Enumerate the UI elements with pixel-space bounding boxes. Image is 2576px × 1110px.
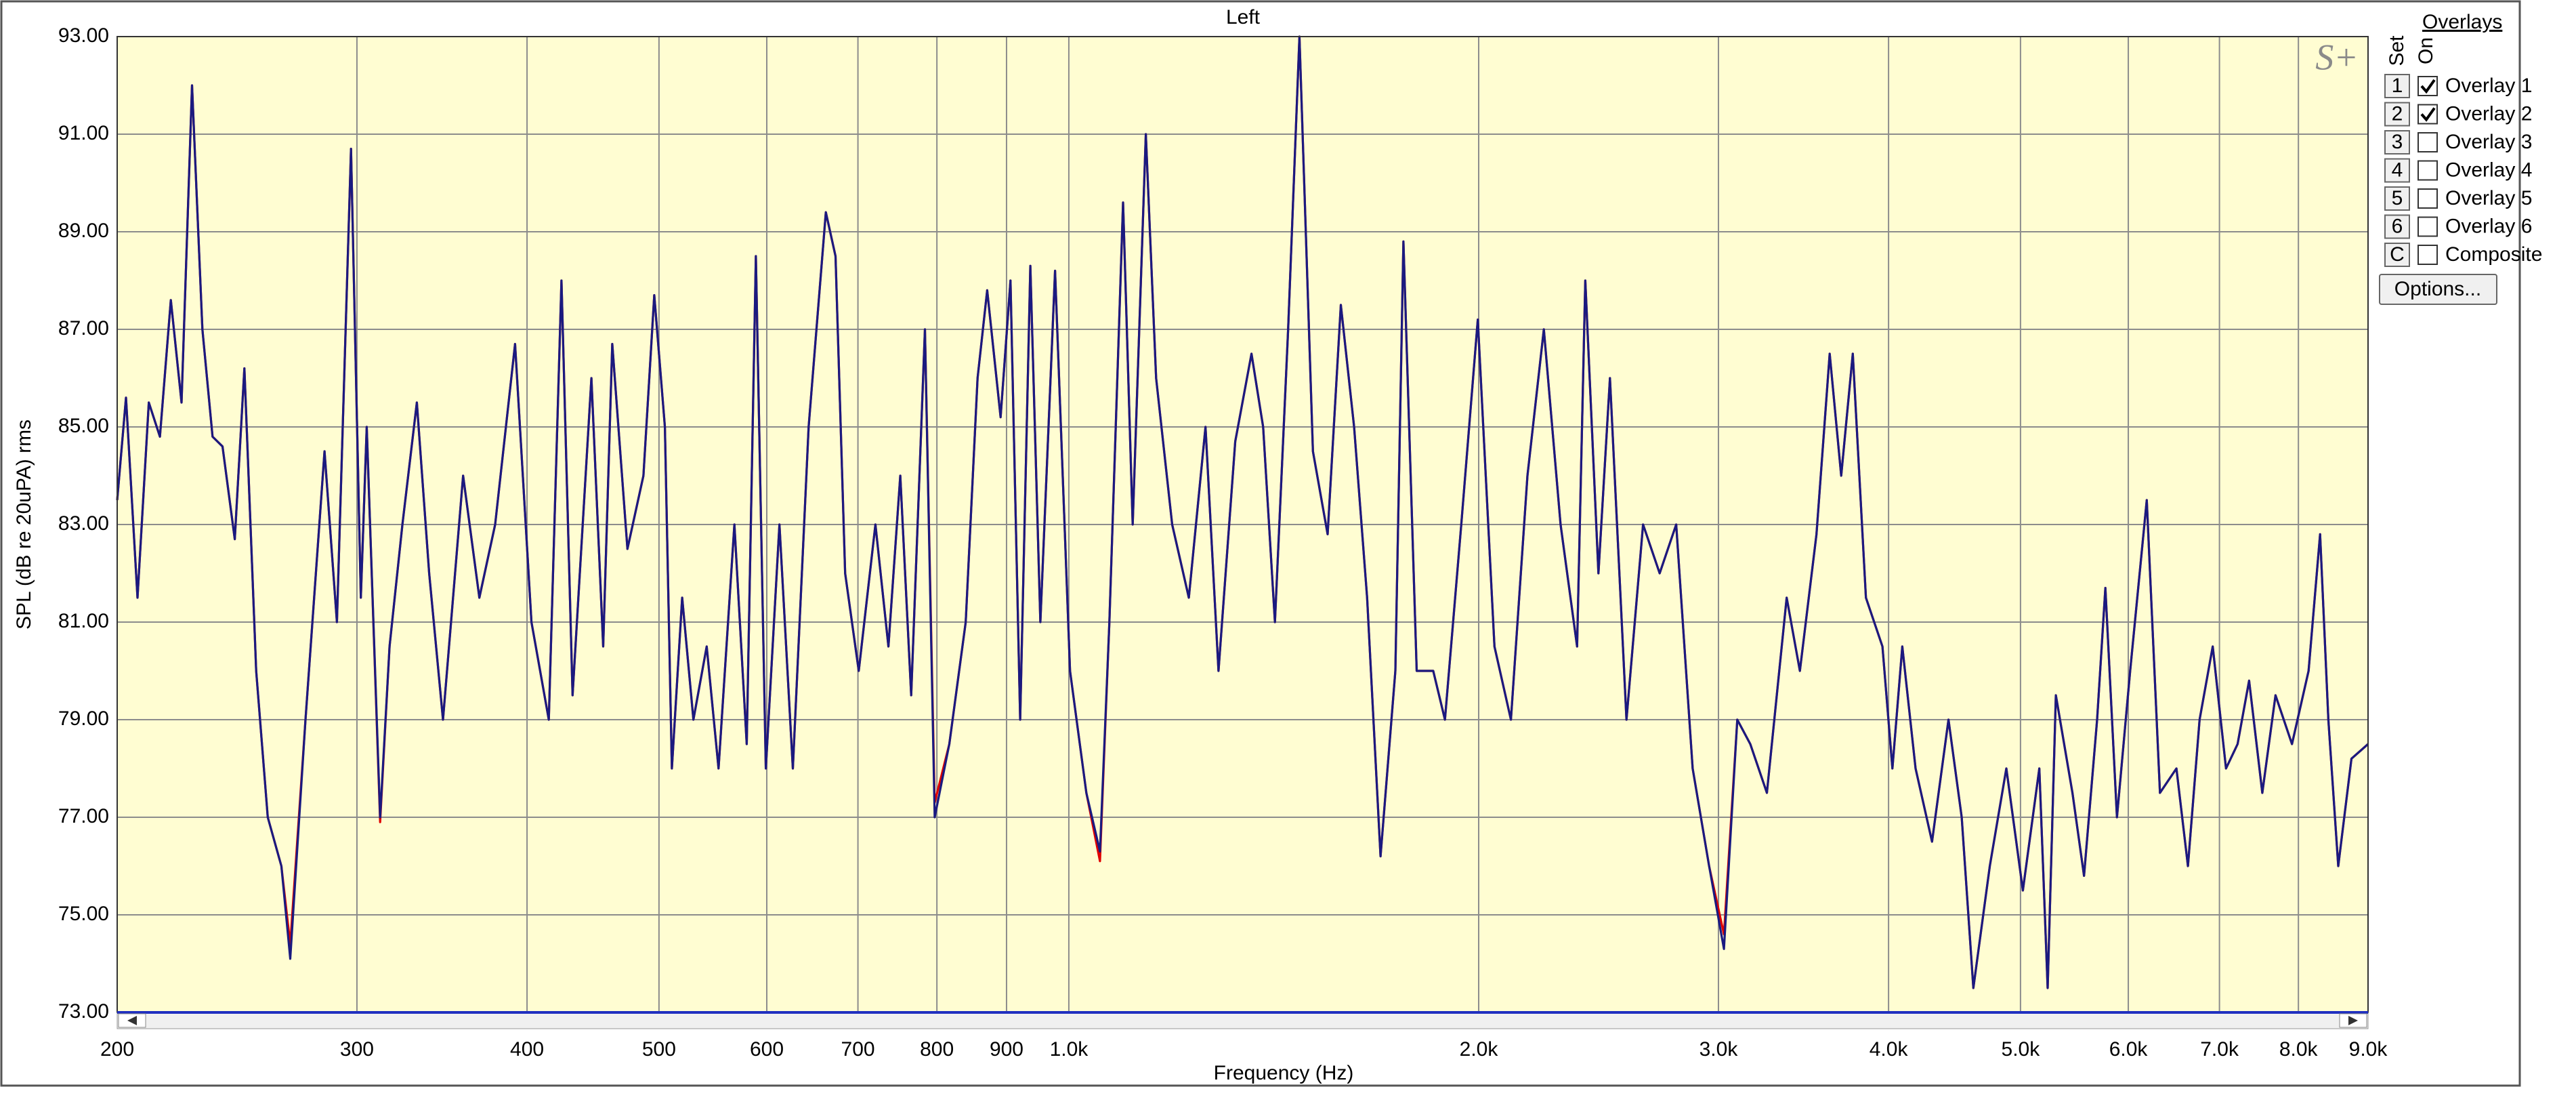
x-axis-label: Frequency (Hz): [1214, 1062, 1354, 1084]
overlay-label: Composite: [2445, 243, 2542, 266]
x-tick-label: 2.0k: [1460, 1038, 1499, 1061]
y-tick-label: 85.00: [58, 415, 109, 437]
logo: S+: [2315, 37, 2358, 77]
scroll-left-arrow: [127, 1016, 137, 1025]
overlay-label: Overlay 4: [2445, 159, 2532, 181]
y-tick-label: 83.00: [58, 512, 109, 535]
y-tick-label: 91.00: [58, 122, 109, 144]
set-button-label: 3: [2392, 131, 2403, 153]
overlay-label: Overlay 6: [2445, 215, 2532, 237]
overlay-label: Overlay 5: [2445, 187, 2532, 209]
set-button[interactable]: [2384, 214, 2410, 239]
y-tick-label: 75.00: [58, 903, 109, 925]
on-column-label: On: [2415, 37, 2437, 64]
overlay-label: Overlay 3: [2445, 131, 2532, 153]
set-button-label: C: [2390, 243, 2405, 266]
x-tick-label: 300: [340, 1038, 374, 1061]
set-column-label: Set: [2386, 35, 2408, 66]
set-button-label: 1: [2392, 75, 2403, 97]
y-tick-label: 73.00: [58, 1000, 109, 1023]
checkbox[interactable]: [2417, 76, 2438, 96]
x-tick-label: 200: [100, 1038, 134, 1061]
x-tick-label: 600: [750, 1038, 784, 1061]
set-button-label: 5: [2392, 187, 2403, 209]
scroll-right-arrow: [2348, 1016, 2358, 1025]
checkbox[interactable]: [2417, 104, 2438, 125]
x-tick-label: 8.0k: [2279, 1038, 2319, 1061]
x-tick-label: 3.0k: [1699, 1038, 1739, 1061]
x-tick-label: 900: [990, 1038, 1023, 1061]
x-tick-label: 800: [920, 1038, 954, 1061]
overlay-label: Overlay 2: [2445, 102, 2532, 125]
check-mark: [2420, 107, 2436, 122]
set-button-label: 6: [2392, 215, 2403, 237]
set-button[interactable]: [2384, 102, 2410, 127]
check-mark: [2420, 79, 2436, 94]
set-button[interactable]: [2384, 186, 2410, 211]
x-tick-label: 7.0k: [2200, 1038, 2239, 1061]
checkbox[interactable]: [2417, 132, 2438, 152]
set-button[interactable]: [2384, 158, 2410, 183]
y-axis-label: SPL (dB re 20uPA) rms: [13, 419, 35, 630]
checkbox[interactable]: [2417, 216, 2438, 237]
x-tick-label: 400: [510, 1038, 544, 1061]
set-button[interactable]: [2384, 243, 2410, 267]
options-button-label: Options...: [2394, 278, 2481, 300]
set-button-label: 4: [2392, 159, 2403, 181]
x-tick-label: 700: [841, 1038, 875, 1061]
y-tick-label: 79.00: [58, 707, 109, 730]
x-tick-label: 1.0k: [1050, 1038, 1089, 1061]
checkbox[interactable]: [2417, 160, 2438, 181]
overlay-panel: Overlays Set On 1 Overlay 1 2 Overlay 2 3 Ove…: [2379, 11, 2542, 305]
options-button[interactable]: [2379, 274, 2497, 305]
x-tick-label: 6.0k: [2109, 1038, 2149, 1061]
series-line: [116, 35, 2369, 989]
lines: [116, 35, 2369, 989]
x-tick-label: 9.0k: [2349, 1038, 2388, 1061]
overlay-label: Overlay 1: [2445, 75, 2532, 97]
checkbox[interactable]: [2417, 245, 2438, 265]
chart-title: Left: [1226, 6, 1261, 28]
y-tick-label: 89.00: [58, 220, 109, 242]
y-tick-label: 87.00: [58, 317, 109, 340]
set-button[interactable]: [2384, 130, 2410, 155]
x-tick-label: 4.0k: [1870, 1038, 1909, 1061]
ticks: 73.00 75.00 77.00 79.00 81.00 83.00 85.00 87.00…: [58, 24, 2388, 1061]
panel-title: Overlays: [2422, 11, 2502, 33]
scrollbar[interactable]: [117, 1012, 2369, 1029]
set-button-label: 2: [2392, 102, 2403, 125]
set-button[interactable]: [2384, 74, 2410, 98]
x-tick-label: 500: [642, 1038, 676, 1061]
x-tick-label: 5.0k: [2002, 1038, 2041, 1061]
y-tick-label: 81.00: [58, 610, 109, 632]
y-tick-label: 77.00: [58, 805, 109, 827]
checkbox[interactable]: [2417, 188, 2438, 209]
y-tick-label: 93.00: [58, 24, 109, 47]
